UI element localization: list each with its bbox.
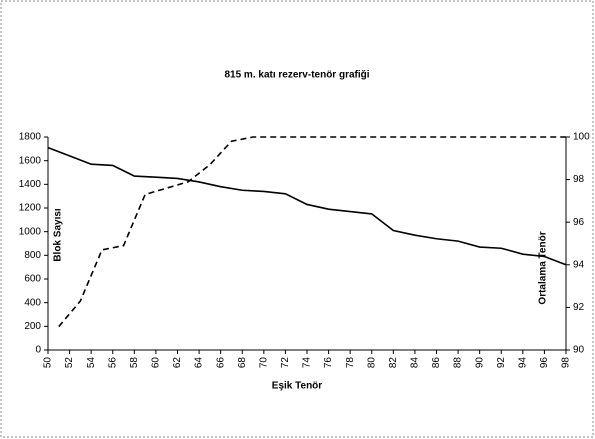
x-tick-label: 62 [172, 357, 183, 369]
x-tick-label: 58 [129, 357, 140, 369]
y2-tick-label: 98 [573, 174, 585, 185]
x-axis-label: Eşik Tenör [272, 381, 322, 392]
x-tick-label: 92 [496, 357, 507, 369]
x-tick-label: 78 [345, 357, 356, 369]
y-tick-label: 1600 [19, 155, 42, 166]
x-tick-label: 86 [431, 357, 442, 369]
y-tick-label: 1000 [19, 226, 42, 237]
y2-tick-label: 100 [573, 132, 590, 143]
x-tick-label: 74 [302, 357, 313, 369]
x-tick-label: 52 [64, 357, 75, 369]
x-tick-label: 68 [237, 357, 248, 369]
x-tick-label: 96 [539, 357, 550, 369]
x-tick-label: 72 [280, 357, 291, 369]
x-tick-label: 98 [561, 357, 572, 369]
x-tick-label: 56 [107, 357, 118, 369]
y2-tick-label: 92 [573, 302, 585, 313]
y-tick-label: 600 [24, 274, 41, 285]
x-tick-label: 88 [453, 357, 464, 369]
y2-tick-label: 96 [573, 217, 585, 228]
series-line [47, 146, 567, 266]
x-tick-label: 70 [258, 357, 269, 369]
x-tick-label: 90 [474, 357, 485, 369]
x-tick-label: 60 [151, 357, 162, 369]
y2-tick-label: 90 [573, 345, 585, 356]
y-tick-label: 1200 [19, 203, 42, 214]
chart-title: 815 m. katı rezerv-tenör grafiği [224, 70, 369, 81]
y-axis-label: Blok Sayısı [53, 208, 64, 262]
x-tick-label: 94 [517, 357, 528, 369]
x-tick-label: 80 [366, 357, 377, 369]
x-tick-label: 76 [323, 357, 334, 369]
x-tick-label: 84 [410, 357, 421, 369]
y-tick-label: 0 [35, 345, 41, 356]
y2-axis-label: Ortalama Tenör [538, 231, 549, 304]
y-tick-label: 1400 [19, 179, 42, 190]
x-tick-label: 50 [43, 357, 54, 369]
y-tick-label: 400 [24, 297, 41, 308]
y-tick-label: 800 [24, 250, 41, 261]
y2-tick-label: 94 [573, 259, 585, 270]
x-tick-label: 64 [194, 357, 205, 369]
y-tick-label: 1800 [19, 132, 42, 143]
y-tick-label: 200 [24, 321, 41, 332]
x-tick-label: 82 [388, 357, 399, 369]
x-tick-label: 54 [86, 357, 97, 369]
x-tick-label: 66 [215, 357, 226, 369]
series-line [58, 136, 566, 328]
